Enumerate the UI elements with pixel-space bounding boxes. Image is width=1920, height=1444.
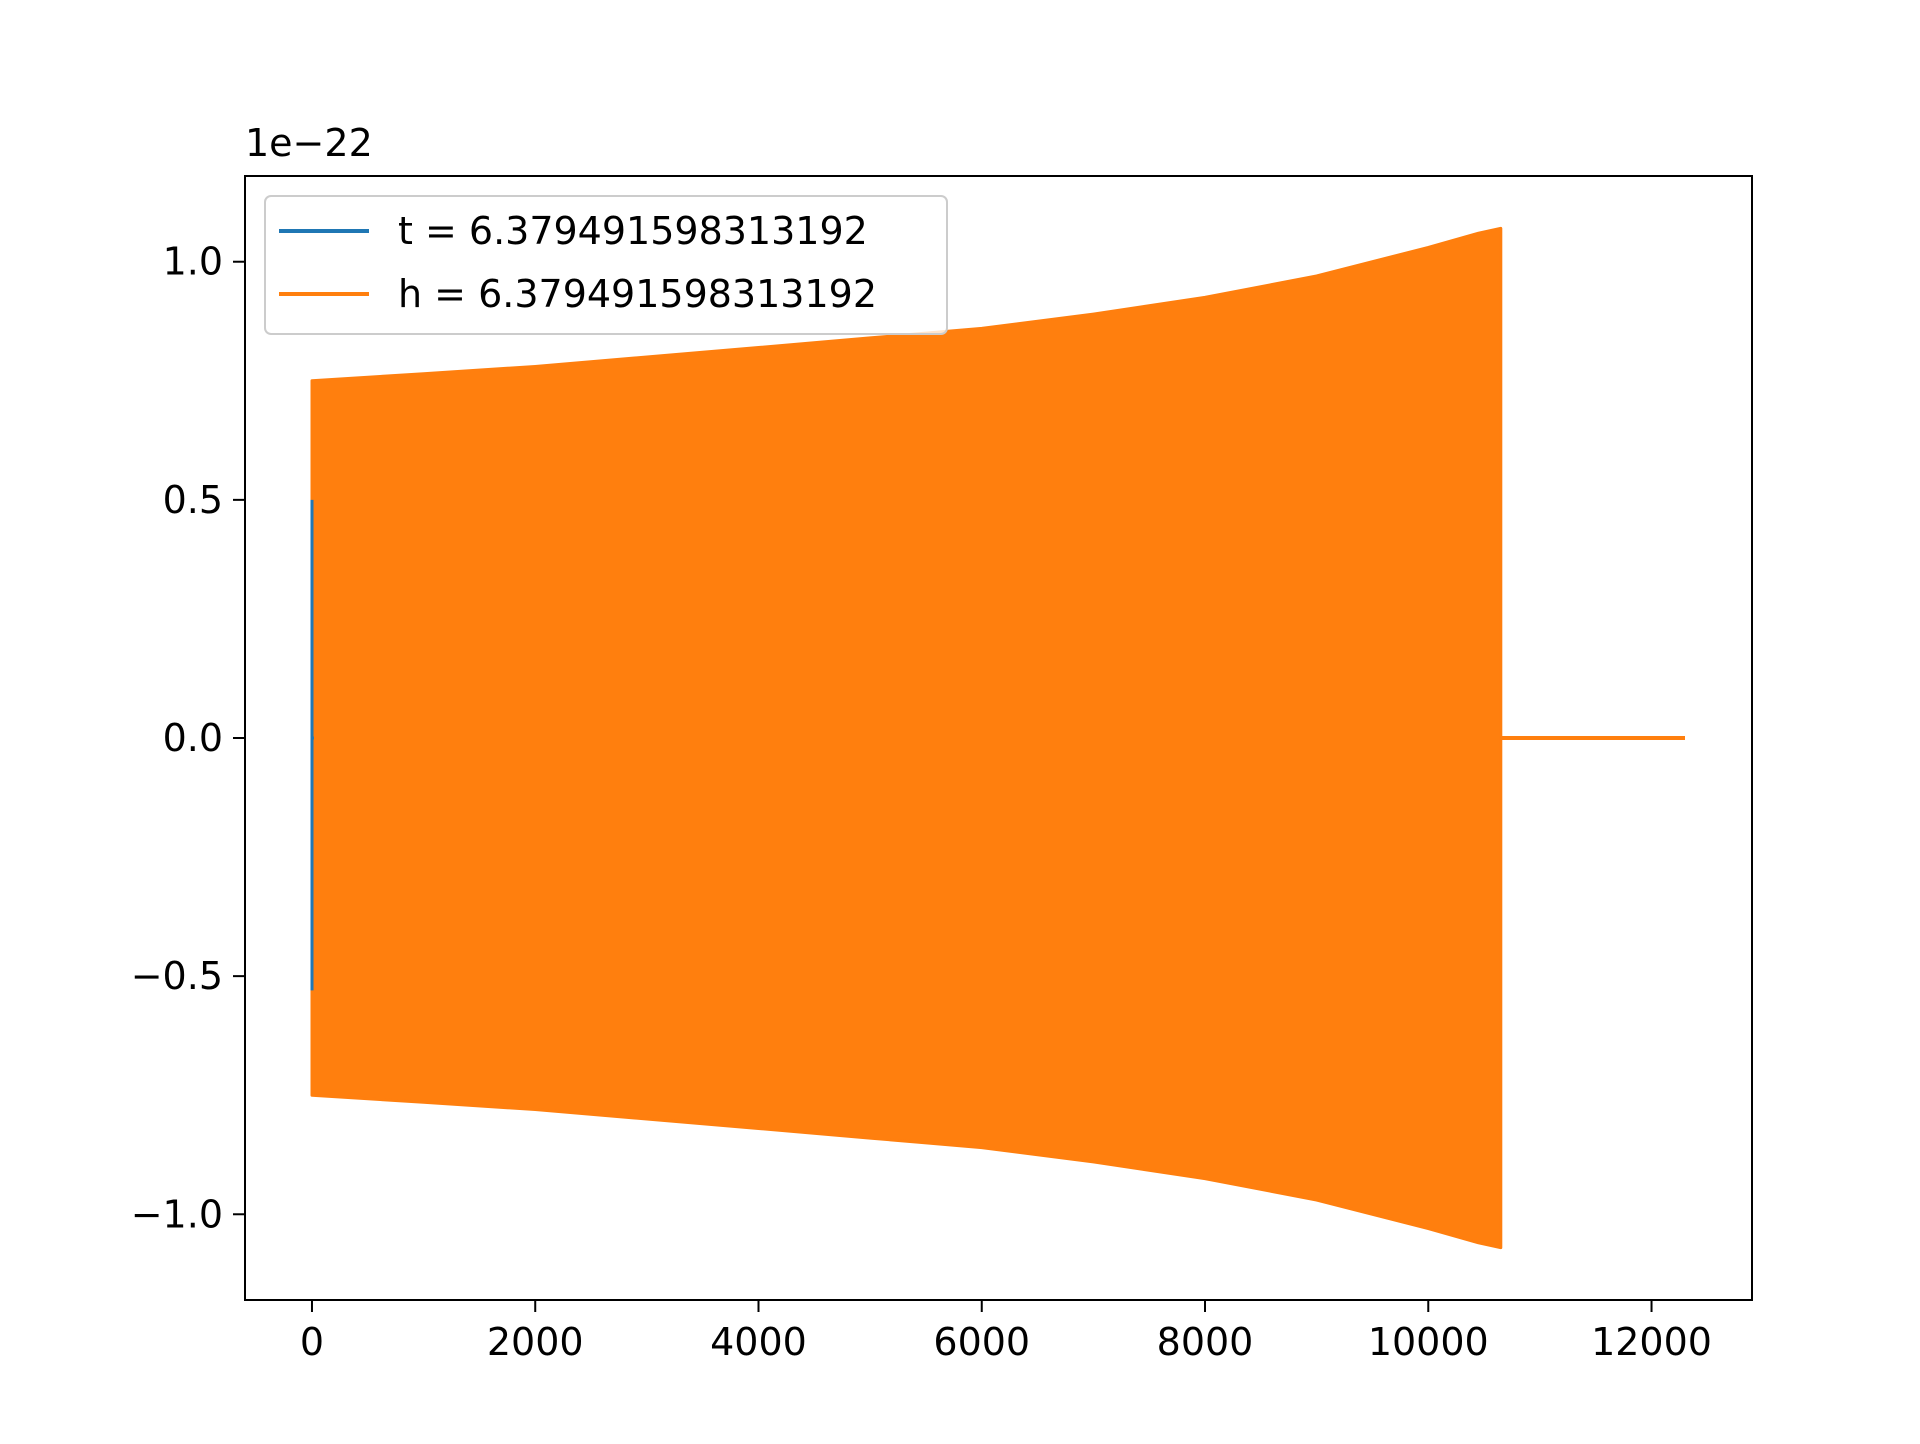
x-tick-label: 0 (300, 1320, 324, 1364)
series-h-oscillation (310, 226, 1503, 1250)
x-tick-label: 4000 (710, 1320, 807, 1364)
x-tick-label: 8000 (1157, 1320, 1254, 1364)
y-tick-label: 1.0 (163, 240, 223, 284)
y-offset-label: 1e−22 (245, 121, 373, 165)
y-tick-label: −0.5 (131, 954, 223, 998)
y-axis-ticks: −1.0 −0.5 0.0 0.5 1.0 (131, 240, 245, 1236)
x-tick-label: 10000 (1368, 1320, 1489, 1364)
series-t-line (310, 499, 315, 991)
legend-label-t: t = 6.379491598313192 (398, 209, 868, 253)
x-tick-label: 6000 (933, 1320, 1030, 1364)
legend-box (264, 195, 948, 335)
x-tick-label: 2000 (487, 1320, 584, 1364)
legend: t = 6.379491598313192 h = 6.379491598313… (264, 195, 948, 335)
legend-label-h: h = 6.379491598313192 (398, 272, 877, 316)
plot-marks (310, 226, 1685, 1250)
y-tick-label: −1.0 (131, 1192, 223, 1236)
y-tick-label: 0.5 (163, 478, 223, 522)
x-tick-label: 12000 (1591, 1320, 1712, 1364)
y-tick-label: 0.0 (163, 716, 223, 760)
x-axis-ticks: 0 2000 4000 6000 8000 10000 12000 (300, 1300, 1712, 1364)
